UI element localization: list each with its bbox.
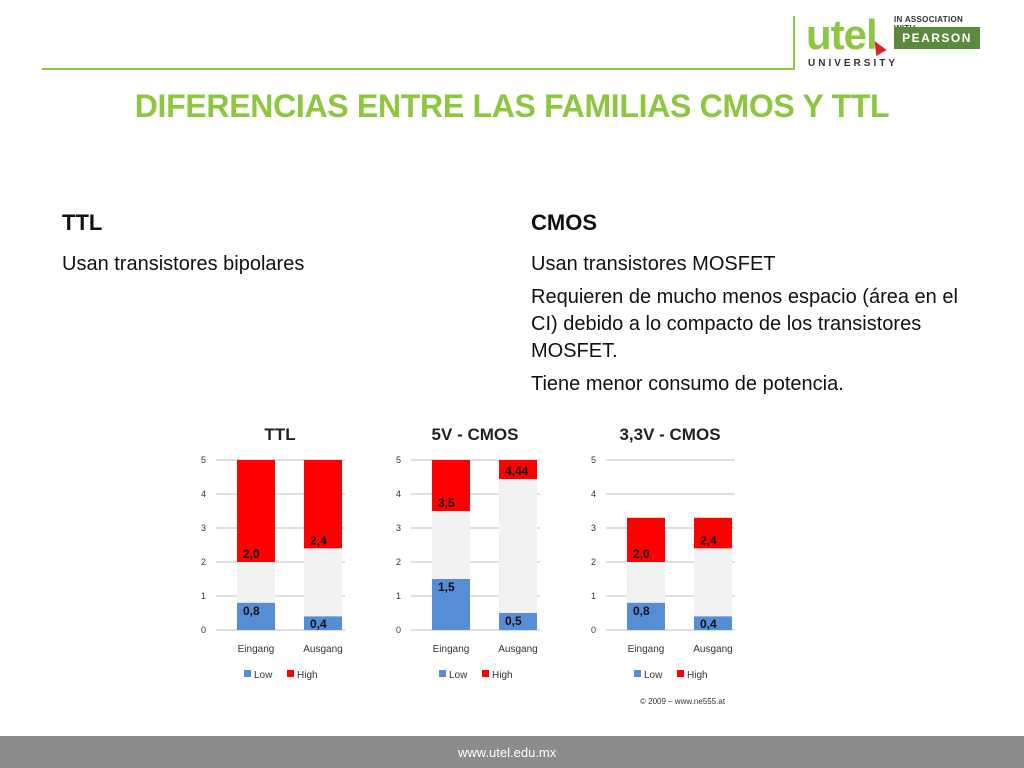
y-tick-label: 3 bbox=[591, 523, 596, 533]
y-tick-label: 4 bbox=[201, 489, 206, 499]
data-label-high: 2,4 bbox=[310, 533, 327, 547]
data-label-high: 2,0 bbox=[243, 547, 260, 561]
bar-low bbox=[432, 579, 470, 630]
data-label-low: 0,4 bbox=[700, 617, 717, 631]
bar-undefined bbox=[432, 511, 470, 579]
legend-label-high: High bbox=[687, 670, 708, 681]
y-tick-label: 0 bbox=[396, 625, 401, 635]
bar-high bbox=[304, 460, 342, 549]
bar-high bbox=[694, 517, 732, 549]
data-label-high: 2,0 bbox=[633, 547, 650, 561]
copyright-text: © 2009 – www.ne555.at bbox=[640, 697, 726, 706]
legend-label-high: High bbox=[492, 670, 513, 681]
bar-low bbox=[627, 602, 665, 630]
y-tick-label: 5 bbox=[591, 455, 596, 465]
legend-swatch-low bbox=[634, 670, 641, 677]
logo-wordmark: utel bbox=[806, 11, 878, 58]
x-tick-label: Ausgang bbox=[303, 644, 342, 655]
bar-low bbox=[304, 616, 342, 630]
bar-undefined bbox=[237, 562, 275, 603]
legend-swatch-high bbox=[677, 670, 684, 677]
data-label-low: 0,8 bbox=[243, 604, 260, 618]
bar-undefined bbox=[304, 548, 342, 617]
data-label-low: 1,5 bbox=[438, 580, 455, 594]
y-tick-label: 1 bbox=[591, 591, 596, 601]
bar-undefined bbox=[499, 479, 537, 613]
cmos-bullet: Requieren de mucho menos espacio (área e… bbox=[531, 286, 958, 362]
data-label-low: 0,4 bbox=[310, 617, 327, 631]
y-tick-label: 5 bbox=[396, 455, 401, 465]
bar-high bbox=[627, 517, 665, 562]
cmos-bullet: Tiene menor consumo de potencia. bbox=[531, 373, 844, 395]
data-label-low: 0,5 bbox=[505, 614, 522, 628]
page-title: DIFERENCIAS ENTRE LAS FAMILIAS CMOS Y TT… bbox=[134, 88, 890, 124]
footer-url[interactable]: www.utel.edu.mx bbox=[458, 745, 557, 760]
y-tick-label: 0 bbox=[591, 625, 596, 635]
y-tick-label: 1 bbox=[201, 591, 206, 601]
bar-low bbox=[499, 613, 537, 630]
legend-swatch-high bbox=[287, 670, 294, 677]
logo-subtitle: UNIVERSITY bbox=[808, 58, 899, 69]
cmos-bullet: Usan transistores MOSFET bbox=[531, 253, 776, 275]
pearson-logo: PEARSON bbox=[894, 27, 980, 49]
data-label-high: 4,44 bbox=[505, 464, 529, 478]
bar-high bbox=[432, 460, 470, 511]
y-tick-label: 4 bbox=[591, 489, 596, 499]
y-tick-label: 1 bbox=[396, 591, 401, 601]
logic-level-charts: TTL 0 1 2 3 4 5 0,8 2,0 Eingang 0,4 2,4 Ausgang Low Hi… bbox=[201, 425, 735, 706]
bar-undefined bbox=[627, 562, 665, 603]
legend-label-low: Low bbox=[644, 670, 663, 681]
legend-swatch-low bbox=[244, 670, 251, 677]
x-tick-label: Ausgang bbox=[498, 644, 537, 655]
data-label-high: 2,4 bbox=[700, 533, 717, 547]
y-tick-label: 3 bbox=[201, 523, 206, 533]
bar-high bbox=[237, 460, 275, 562]
cmos-heading: CMOS bbox=[531, 210, 597, 235]
header-rule bbox=[42, 68, 794, 70]
bar-low bbox=[237, 602, 275, 630]
legend-label-high: High bbox=[297, 670, 318, 681]
data-label-high: 3,5 bbox=[438, 496, 455, 510]
legend-swatch-low bbox=[439, 670, 446, 677]
footer-bar: www.utel.edu.mx bbox=[0, 736, 1024, 768]
x-tick-label: Eingang bbox=[238, 644, 275, 655]
x-tick-label: Eingang bbox=[628, 644, 665, 655]
y-tick-label: 2 bbox=[591, 557, 596, 567]
ttl-bullet: Usan transistores bipolares bbox=[62, 253, 305, 275]
chart-title: 5V - CMOS bbox=[432, 425, 519, 444]
legend-label-low: Low bbox=[449, 670, 468, 681]
y-tick-label: 2 bbox=[201, 557, 206, 567]
y-tick-label: 2 bbox=[396, 557, 401, 567]
data-label-low: 0,8 bbox=[633, 604, 650, 618]
y-tick-label: 3 bbox=[396, 523, 401, 533]
y-tick-label: 5 bbox=[201, 455, 206, 465]
bar-low bbox=[694, 616, 732, 630]
header-divider bbox=[793, 16, 795, 70]
bar-high bbox=[499, 460, 537, 480]
legend-label-low: Low bbox=[254, 670, 273, 681]
chart-title: 3,3V - CMOS bbox=[619, 425, 720, 444]
utel-logo: utel UNIVERSITY IN ASSOCIATION WITH PEAR… bbox=[806, 12, 986, 74]
y-tick-label: 0 bbox=[201, 625, 206, 635]
x-tick-label: Eingang bbox=[433, 644, 470, 655]
x-tick-label: Ausgang bbox=[693, 644, 732, 655]
chart-title: TTL bbox=[264, 425, 295, 444]
legend-swatch-high bbox=[482, 670, 489, 677]
ttl-heading: TTL bbox=[62, 210, 103, 235]
y-tick-label: 4 bbox=[396, 489, 401, 499]
bar-undefined bbox=[694, 548, 732, 617]
